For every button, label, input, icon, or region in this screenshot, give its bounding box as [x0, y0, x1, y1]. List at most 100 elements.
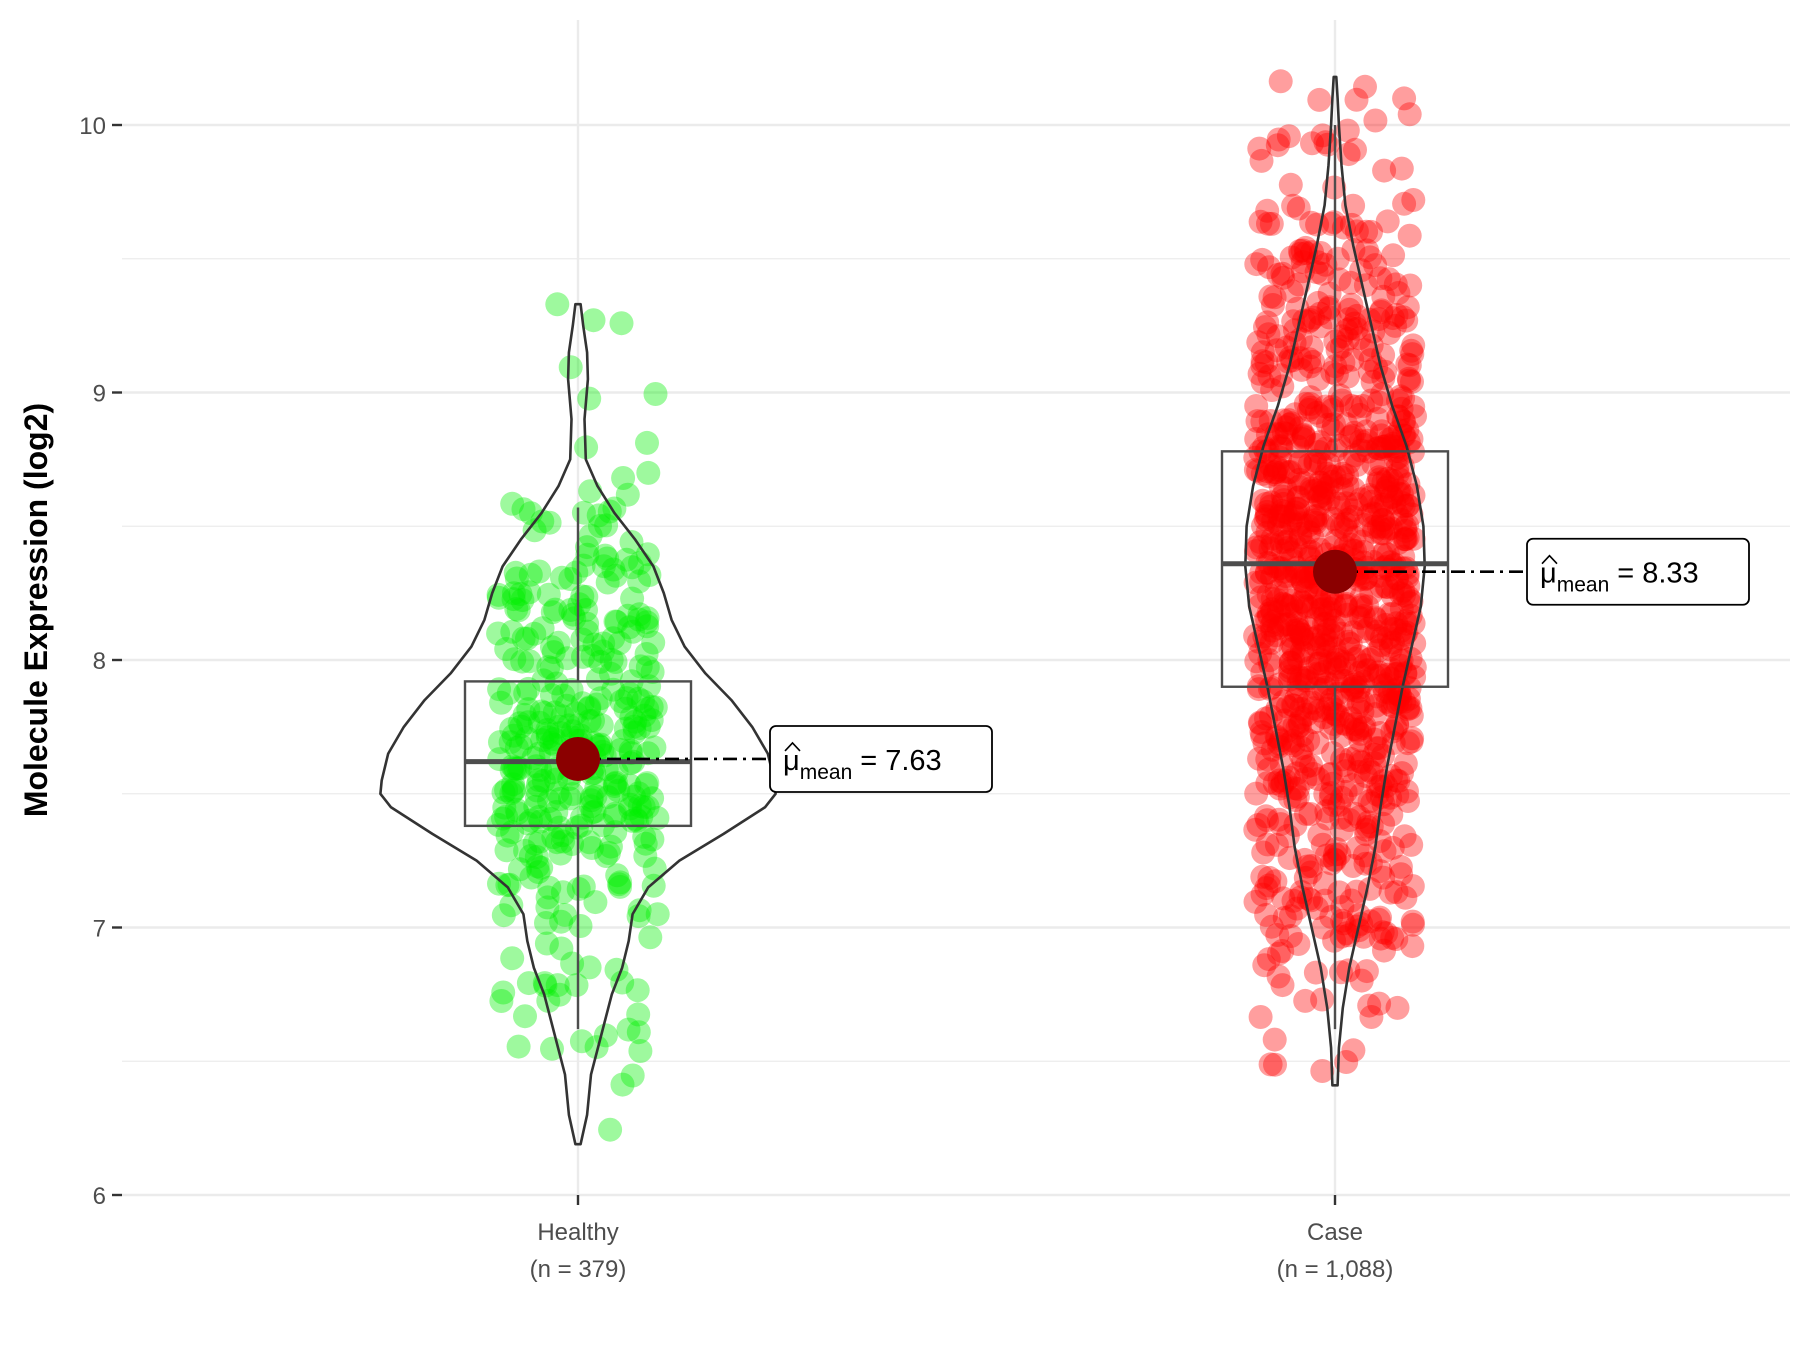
data-point-case	[1357, 789, 1382, 814]
data-point-case	[1310, 1059, 1335, 1083]
data-point-case	[1386, 281, 1411, 305]
data-point-healthy	[515, 626, 539, 651]
data-point-case	[1250, 353, 1275, 378]
data-point-case	[1336, 142, 1361, 167]
data-point-case	[1395, 295, 1420, 320]
mean-subscript: mean	[800, 761, 853, 784]
data-point-healthy	[541, 640, 566, 665]
data-point-case	[1369, 574, 1394, 599]
data-point-healthy	[550, 704, 575, 729]
data-point-case	[1362, 519, 1387, 544]
data-point-healthy	[491, 780, 516, 805]
mean-label-case: μmean = 8.33	[1526, 537, 1750, 606]
data-point-case	[1352, 653, 1377, 678]
data-point-case	[1322, 636, 1347, 661]
data-point-case	[1310, 261, 1335, 286]
data-point-case	[1363, 702, 1388, 727]
data-point-healthy	[607, 631, 632, 655]
data-point-healthy	[513, 681, 538, 706]
data-point-case	[1322, 615, 1347, 640]
data-point-case	[1322, 651, 1347, 676]
data-point-case	[1244, 781, 1269, 806]
data-point-case	[1244, 539, 1268, 564]
data-point-healthy	[640, 786, 665, 811]
data-point-case	[1376, 473, 1401, 498]
data-point-case	[1367, 829, 1392, 854]
data-point-case	[1254, 902, 1279, 927]
data-point-case	[1272, 488, 1296, 513]
data-point-case	[1297, 656, 1322, 680]
mean-point-case	[1313, 549, 1357, 594]
data-point-case	[1315, 132, 1340, 157]
data-point-case	[1263, 869, 1288, 894]
data-point-case	[1326, 681, 1351, 706]
data-point-case	[1343, 646, 1368, 671]
data-point-case	[1271, 504, 1296, 529]
data-point-case	[1266, 127, 1291, 152]
data-point-case	[1295, 854, 1320, 879]
data-point-case	[1286, 196, 1311, 221]
data-point-healthy	[527, 768, 552, 793]
data-point-healthy	[626, 781, 651, 806]
data-point-healthy	[550, 823, 575, 848]
data-point-case	[1383, 272, 1408, 297]
data-point-healthy	[631, 794, 656, 819]
data-point-case	[1369, 521, 1394, 546]
data-point-healthy	[501, 587, 526, 612]
data-point-case	[1334, 591, 1359, 616]
data-point-case	[1299, 753, 1323, 778]
data-point-case	[1245, 409, 1270, 434]
data-point-case	[1367, 721, 1392, 745]
data-point-healthy	[639, 708, 664, 733]
data-point-case	[1291, 641, 1316, 665]
data-point-case	[1343, 137, 1367, 162]
data-point-case	[1344, 914, 1369, 939]
data-point-healthy	[527, 559, 552, 584]
data-point-healthy	[578, 479, 603, 504]
data-point-healthy	[515, 811, 540, 836]
data-point-case	[1383, 662, 1408, 687]
data-point-case	[1341, 672, 1365, 697]
data-point-case	[1315, 806, 1340, 831]
data-point-case	[1360, 489, 1384, 514]
data-point-case	[1307, 585, 1331, 610]
data-point-case	[1347, 805, 1372, 830]
data-point-case	[1386, 531, 1411, 556]
data-point-case	[1250, 247, 1275, 272]
data-point-healthy	[615, 603, 640, 628]
data-point-case	[1285, 776, 1310, 801]
data-point-case	[1303, 508, 1328, 533]
data-point-healthy	[618, 738, 643, 763]
data-point-healthy	[570, 691, 595, 716]
data-point-healthy	[584, 1035, 609, 1060]
data-point-case	[1339, 212, 1364, 237]
data-point-case	[1364, 619, 1389, 644]
data-point-case	[1251, 513, 1275, 538]
data-point-healthy	[502, 777, 527, 802]
data-point-healthy	[528, 829, 553, 854]
data-point-case	[1345, 836, 1370, 861]
data-point-case	[1324, 837, 1349, 861]
data-point-case	[1398, 273, 1423, 298]
data-point-case	[1367, 991, 1392, 1016]
data-point-case	[1281, 588, 1306, 613]
data-point-case	[1346, 903, 1371, 928]
data-point-case	[1333, 712, 1358, 737]
data-point-case	[1395, 561, 1420, 586]
data-point-case	[1358, 245, 1383, 270]
data-point-case	[1284, 761, 1309, 786]
data-point-case	[1335, 364, 1360, 389]
data-point-healthy	[581, 308, 606, 333]
data-point-case	[1381, 431, 1406, 456]
data-point-healthy	[577, 709, 602, 733]
data-point-case	[1307, 662, 1331, 687]
data-point-case	[1295, 594, 1320, 619]
data-point-case	[1399, 338, 1424, 363]
y-tick-label: 9	[93, 381, 106, 408]
data-point-case	[1355, 594, 1380, 619]
data-point-case	[1311, 623, 1336, 647]
data-point-healthy	[635, 655, 660, 680]
data-point-case	[1280, 693, 1305, 718]
data-point-case	[1244, 427, 1269, 451]
data-point-case	[1281, 693, 1306, 718]
